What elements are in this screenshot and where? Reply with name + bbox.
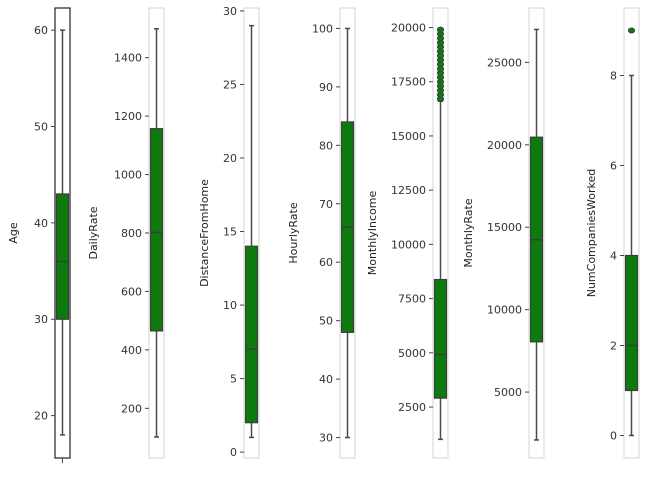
monthlyincome-axes-frame bbox=[432, 7, 449, 459]
distancefromhome-box bbox=[244, 245, 259, 424]
distancefromhome-ytick-label: 0 bbox=[230, 446, 237, 459]
distancefromhome-axes-frame bbox=[243, 7, 260, 459]
distancefromhome-ytick-label: 30 bbox=[223, 5, 237, 18]
monthlyincome-ytick-label: 10000 bbox=[391, 238, 426, 251]
dailyrate-ytick-label: 1000 bbox=[114, 169, 142, 182]
hourlyrate-ytick-label: 60 bbox=[319, 256, 333, 269]
age-ytick-label: 60 bbox=[34, 24, 48, 37]
distancefromhome-ytick-label: 15 bbox=[223, 226, 237, 239]
hourlyrate-axes-frame bbox=[339, 7, 356, 459]
age-box bbox=[55, 193, 70, 320]
age-ylabel: Age bbox=[7, 222, 20, 244]
numcompaniesworked-ylabel: NumCompaniesWorked bbox=[585, 169, 598, 298]
numcompaniesworked-ytick-label: 2 bbox=[610, 340, 617, 353]
hourlyrate-ytick-label: 80 bbox=[319, 139, 333, 152]
monthlyrate-ylabel: MonthlyRate bbox=[462, 198, 475, 267]
age-ytick-label: 20 bbox=[34, 410, 48, 423]
age-ytick-label: 40 bbox=[34, 217, 48, 230]
hourlyrate-ytick-label: 90 bbox=[319, 81, 333, 94]
monthlyincome-ytick-label: 7500 bbox=[398, 293, 426, 306]
monthlyrate-ytick-label: 25000 bbox=[487, 56, 522, 69]
distancefromhome-ytick-label: 5 bbox=[230, 373, 237, 386]
hourlyrate-ytick-label: 70 bbox=[319, 198, 333, 211]
distancefromhome-ytick-label: 20 bbox=[223, 152, 237, 165]
monthlyincome-ytick-label: 5000 bbox=[398, 347, 426, 360]
monthlyincome-ylabel: MonthlyIncome bbox=[366, 191, 379, 276]
hourlyrate-ylabel: HourlyRate bbox=[287, 202, 300, 264]
hourlyrate-ytick-label: 30 bbox=[319, 432, 333, 445]
monthlyincome-ytick-label: 17500 bbox=[391, 76, 426, 89]
dailyrate-ytick-label: 1400 bbox=[114, 52, 142, 65]
monthlyrate-ytick-label: 5000 bbox=[494, 386, 522, 399]
distancefromhome-ytick-label: 25 bbox=[223, 78, 237, 91]
numcompaniesworked-outlier bbox=[627, 27, 636, 34]
numcompaniesworked-ytick-label: 6 bbox=[610, 160, 617, 173]
dailyrate-ytick-label: 800 bbox=[121, 227, 142, 240]
monthlyincome-ytick-label: 15000 bbox=[391, 130, 426, 143]
dailyrate-box bbox=[149, 128, 164, 332]
monthlyrate-ytick-label: 20000 bbox=[487, 139, 522, 152]
numcompaniesworked-ytick-label: 4 bbox=[610, 250, 617, 263]
hourlyrate-ytick-label: 100 bbox=[312, 22, 333, 35]
dailyrate-ytick-label: 600 bbox=[121, 285, 142, 298]
monthlyincome-outlier bbox=[436, 26, 445, 33]
hourlyrate-ytick-label: 50 bbox=[319, 315, 333, 328]
monthlyincome-ytick-label: 12500 bbox=[391, 184, 426, 197]
hourlyrate-ytick-label: 40 bbox=[319, 373, 333, 386]
monthlyincome-ytick-label: 2500 bbox=[398, 401, 426, 414]
monthlyrate-axes-frame bbox=[528, 7, 545, 459]
monthlyrate-ytick-label: 10000 bbox=[487, 304, 522, 317]
dailyrate-ytick-label: 200 bbox=[121, 402, 142, 415]
age-ytick-label: 30 bbox=[34, 313, 48, 326]
distancefromhome-ylabel: DistanceFromHome bbox=[198, 179, 211, 287]
dailyrate-ytick-label: 400 bbox=[121, 344, 142, 357]
numcompaniesworked-box bbox=[624, 254, 639, 392]
monthlyrate-ytick-label: 15000 bbox=[487, 221, 522, 234]
numcompaniesworked-ytick-label: 0 bbox=[610, 430, 617, 443]
numcompaniesworked-axes-frame bbox=[623, 7, 640, 459]
dailyrate-ylabel: DailyRate bbox=[87, 206, 100, 259]
numcompaniesworked-ytick-label: 8 bbox=[610, 70, 617, 83]
monthlyincome-ytick-label: 20000 bbox=[391, 22, 426, 35]
age-ytick-label: 50 bbox=[34, 121, 48, 134]
distancefromhome-ytick-label: 10 bbox=[223, 299, 237, 312]
dailyrate-ytick-label: 1200 bbox=[114, 110, 142, 123]
monthlyincome-box bbox=[433, 278, 448, 399]
